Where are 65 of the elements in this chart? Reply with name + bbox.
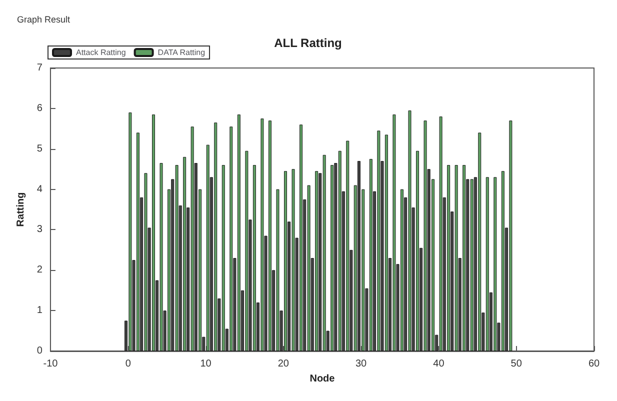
bar — [315, 171, 318, 351]
x-tick-label: 50 — [510, 358, 522, 370]
x-tick-label: 40 — [433, 358, 445, 370]
y-tick-label: 0 — [36, 346, 43, 356]
bar — [400, 189, 404, 351]
bar — [160, 163, 163, 351]
bar — [357, 160, 360, 351]
bar — [377, 130, 380, 351]
bar — [230, 126, 233, 351]
y-tick-label: 3 — [36, 224, 43, 236]
x-tick-label: 0 — [125, 358, 132, 370]
bar — [486, 177, 489, 351]
y-tick-label: 2 — [36, 264, 43, 276]
bar — [260, 118, 264, 351]
legend-label: Attack Ratting — [76, 48, 126, 57]
y-tick-label: 5 — [36, 143, 43, 154]
bar — [206, 144, 210, 351]
bar — [501, 171, 504, 351]
bar — [408, 110, 412, 351]
bar — [222, 165, 225, 351]
bar — [175, 165, 178, 351]
y-tick-label: 6 — [36, 102, 43, 114]
bar — [338, 150, 342, 351]
bar — [268, 120, 272, 351]
bar — [128, 112, 132, 351]
bar — [136, 132, 140, 351]
bar — [447, 165, 450, 351]
text: Graph Result — [17, 14, 71, 24]
y-tick-label: 1 — [36, 305, 43, 316]
x-tick-label: 20 — [278, 358, 290, 370]
bar — [454, 165, 458, 351]
bar — [439, 116, 442, 351]
x-axis-title: Node — [310, 373, 336, 384]
bar — [494, 177, 497, 351]
bar — [307, 185, 310, 351]
bar — [392, 114, 396, 351]
bar — [462, 165, 466, 351]
bar — [478, 132, 482, 351]
bar — [322, 154, 326, 351]
y-axis-title: Ratting — [16, 192, 26, 227]
bar — [144, 173, 148, 351]
y-tick-label: 4 — [36, 184, 43, 195]
bar — [424, 120, 427, 351]
bar — [237, 114, 240, 351]
bar — [252, 165, 256, 351]
bar — [346, 140, 350, 351]
bar — [384, 134, 388, 351]
bar — [292, 169, 295, 351]
x-tick-label: -10 — [43, 358, 58, 370]
bar — [330, 165, 334, 351]
bar — [470, 179, 474, 351]
bar — [300, 124, 303, 351]
x-tick-label: 10 — [200, 358, 212, 370]
chart-title: ALL Ratting — [274, 36, 342, 50]
bar — [183, 156, 186, 351]
bar — [509, 120, 512, 351]
bar — [276, 189, 280, 351]
y-tick-label: 7 — [36, 62, 43, 74]
x-tick-label: 60 — [588, 358, 600, 370]
bar — [245, 150, 248, 351]
bar — [190, 126, 194, 351]
legend-label: DATA Ratting — [158, 48, 206, 57]
x-tick-label: 30 — [355, 358, 368, 370]
bar — [369, 158, 372, 351]
bar — [214, 122, 218, 351]
